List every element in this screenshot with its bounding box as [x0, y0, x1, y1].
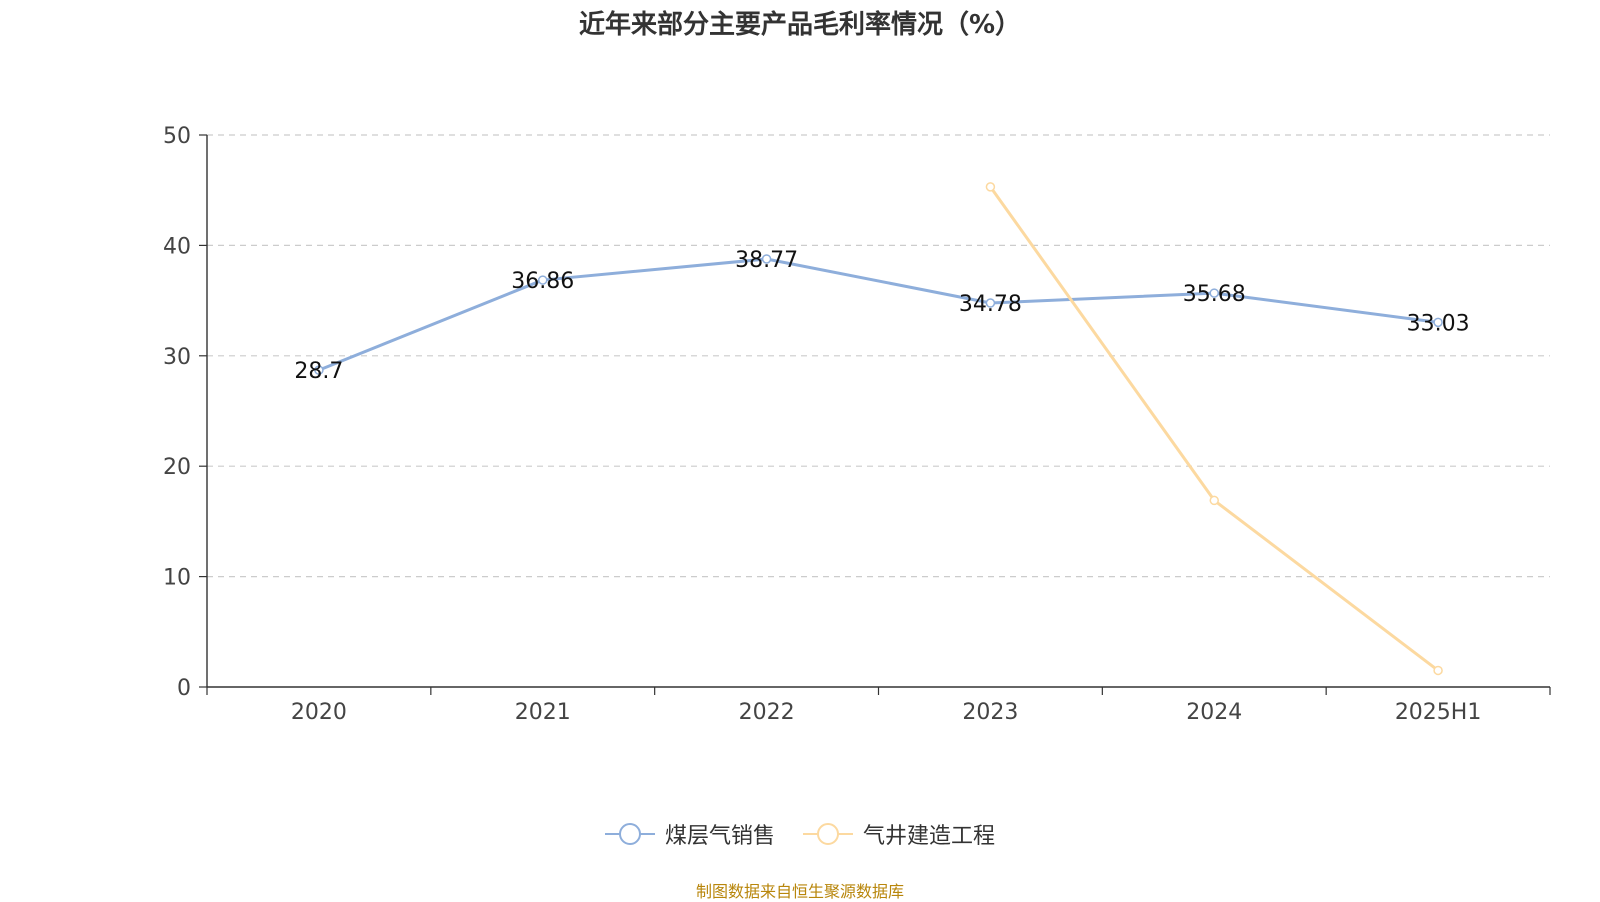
- data-point: [538, 275, 548, 285]
- y-tick-label: 30: [163, 345, 191, 370]
- data-label: 36.86: [511, 269, 574, 294]
- x-tick-label: 2021: [515, 700, 571, 725]
- y-tick-label: 0: [177, 676, 191, 701]
- legend: 煤层气销售 气井建造工程: [0, 818, 1600, 850]
- gridlines: [207, 134, 1550, 578]
- line-chart: 0 10 20 30 40 50 2020 2021 2022 2023 2024 2025H1 28…: [163, 124, 1551, 725]
- x-tick-label: 2020: [291, 700, 347, 725]
- y-tick-label: 20: [163, 455, 191, 480]
- legend-item-gas-well-construction[interactable]: 气井建造工程: [803, 818, 995, 850]
- data-label: 38.77: [735, 248, 798, 273]
- data-label: 28.7: [294, 359, 343, 384]
- data-label: 34.78: [959, 292, 1022, 317]
- data-point: [985, 182, 996, 192]
- series-line-1: [989, 186, 1439, 672]
- legend-label-coalbed-gas-sales: 煤层气销售: [664, 824, 775, 849]
- data-point: [1433, 665, 1443, 676]
- legend-label-gas-well-construction: 气井建造工程: [863, 824, 996, 849]
- data-point: [314, 365, 324, 375]
- data-point: [985, 298, 996, 308]
- legend-marker-gas-well-construction: [803, 823, 853, 845]
- data-point: [761, 254, 772, 264]
- legend-marker-coalbed-gas-sales: [604, 823, 655, 845]
- axes: 0 10 20 30 40 50 2020 2021 2022 2023 2024 2025H1: [163, 124, 1551, 725]
- chart-title: 近年来部分主要产品毛利率情况（%）: [578, 10, 1022, 40]
- y-tick-label: 50: [163, 124, 191, 149]
- x-tick-label: 2022: [739, 700, 795, 725]
- x-tick-label: 2024: [1186, 700, 1242, 725]
- data-labels: 28.7 36.86 38.77 34.78 35.68 33.03: [294, 248, 1469, 384]
- data-label: 33.03: [1407, 311, 1470, 336]
- data-point: [1209, 495, 1219, 506]
- source-note: 制图数据来自恒生聚源数据库: [695, 882, 904, 901]
- data-label: 35.68: [1183, 282, 1246, 307]
- series: [314, 182, 1443, 676]
- y-tick-label: 40: [163, 234, 191, 259]
- y-tick-label: 10: [163, 566, 191, 591]
- x-tick-label: 2023: [962, 700, 1018, 725]
- data-point: [1433, 317, 1443, 328]
- data-point: [1209, 288, 1219, 298]
- series-line-0: [318, 257, 1439, 372]
- legend-item-coalbed-gas-sales[interactable]: 煤层气销售: [604, 818, 775, 850]
- x-tick-label: 2025H1: [1395, 700, 1482, 725]
